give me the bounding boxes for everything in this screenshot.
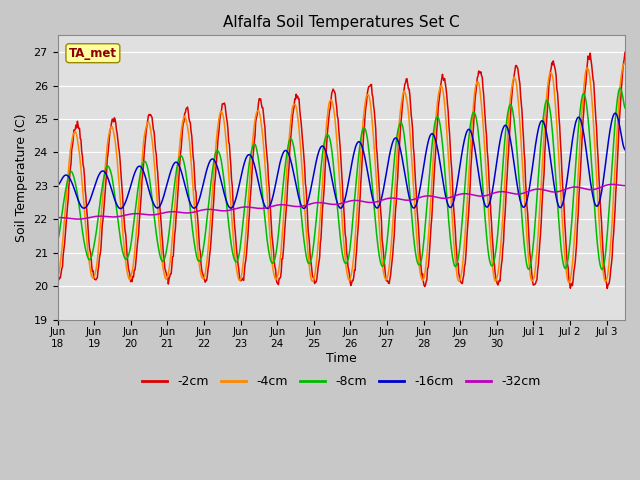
-8cm — [398, 121, 406, 127]
-32cm — [89, 214, 97, 220]
-2cm — [415, 235, 423, 241]
-16cm — [88, 191, 96, 196]
Legend: -2cm, -4cm, -8cm, -16cm, -32cm: -2cm, -4cm, -8cm, -16cm, -32cm — [137, 370, 545, 393]
-4cm — [383, 276, 391, 281]
-4cm — [621, 60, 629, 66]
-16cm — [117, 206, 125, 212]
-2cm — [54, 272, 61, 278]
-4cm — [565, 280, 573, 286]
-16cm — [384, 162, 392, 168]
-16cm — [399, 158, 406, 164]
-2cm — [621, 49, 629, 55]
-8cm — [415, 262, 423, 268]
-32cm — [399, 197, 406, 203]
-16cm — [416, 187, 424, 193]
-2cm — [604, 286, 611, 291]
-32cm — [54, 215, 61, 220]
-2cm — [88, 268, 96, 274]
-8cm — [484, 247, 492, 252]
Line: -4cm: -4cm — [58, 63, 625, 283]
-8cm — [54, 238, 61, 243]
-32cm — [416, 194, 424, 200]
-8cm — [542, 98, 550, 104]
-2cm — [398, 108, 406, 113]
X-axis label: Time: Time — [326, 352, 356, 365]
-16cm — [611, 110, 619, 116]
-32cm — [384, 195, 392, 201]
-16cm — [621, 147, 629, 153]
-4cm — [54, 275, 61, 280]
Line: -32cm: -32cm — [58, 184, 625, 219]
-8cm — [88, 251, 96, 256]
Line: -16cm: -16cm — [58, 113, 625, 209]
-4cm — [415, 261, 423, 267]
-2cm — [383, 277, 391, 283]
-4cm — [542, 99, 550, 105]
-16cm — [484, 203, 492, 208]
-8cm — [616, 85, 624, 91]
-4cm — [398, 96, 406, 102]
-16cm — [543, 132, 550, 138]
-4cm — [88, 275, 96, 280]
-32cm — [621, 183, 629, 189]
-8cm — [621, 105, 629, 111]
-32cm — [484, 192, 492, 198]
-4cm — [484, 198, 492, 204]
-2cm — [484, 156, 492, 162]
-8cm — [598, 267, 606, 273]
-32cm — [74, 216, 82, 222]
-2cm — [542, 123, 550, 129]
Text: TA_met: TA_met — [69, 47, 117, 60]
-8cm — [383, 239, 391, 244]
Y-axis label: Soil Temperature (C): Soil Temperature (C) — [15, 113, 28, 242]
-32cm — [609, 181, 616, 187]
Line: -2cm: -2cm — [58, 52, 625, 288]
Title: Alfalfa Soil Temperatures Set C: Alfalfa Soil Temperatures Set C — [223, 15, 460, 30]
Line: -8cm: -8cm — [58, 88, 625, 270]
-16cm — [54, 182, 61, 188]
-32cm — [543, 188, 550, 193]
